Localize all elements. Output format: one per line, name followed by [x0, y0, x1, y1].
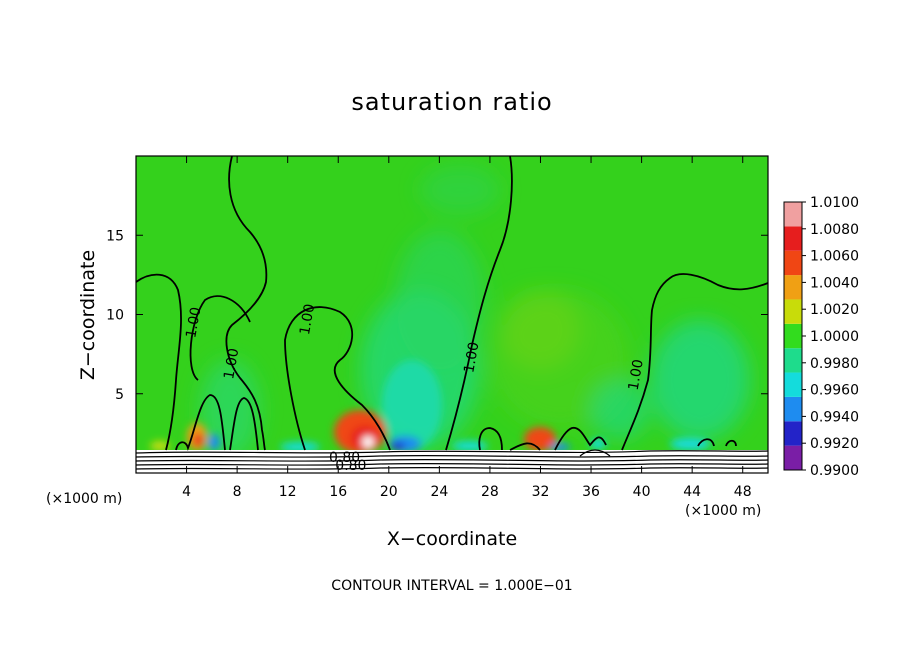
contour-label: 0.80: [329, 450, 360, 466]
colorbar-swatch: [784, 250, 802, 276]
x-tick-label: 12: [279, 484, 297, 500]
x-unit-label-right: (×1000 m): [685, 503, 762, 519]
x-tick-label: 4: [182, 484, 191, 500]
x-tick-label: 28: [481, 484, 499, 500]
colorbar-label: 1.0000: [810, 329, 859, 345]
colorbar-swatch: [784, 372, 802, 397]
x-axis-label: X−coordinate: [386, 528, 518, 550]
colorbar-label: 1.0100: [810, 195, 859, 211]
y-tick-label: 5: [115, 387, 124, 403]
colorbar-label: 0.9940: [810, 409, 859, 425]
heatmap-field: 1.00 1.00 1.00 1.00 1.00 0.800.80: [136, 156, 768, 474]
x-tick-label: 32: [532, 484, 550, 500]
contour-label: 1.00: [297, 303, 318, 336]
colorbar-label: 1.0040: [810, 275, 859, 291]
contour-label: 0.80: [335, 458, 366, 474]
contour-interval-note: CONTOUR INTERVAL = 1.000E−01: [331, 578, 573, 594]
colorbar-label: 0.9920: [810, 436, 859, 452]
x-axis: 4 8 12 16 20 24 28 32 36 40 44 48: [182, 156, 752, 500]
contour-lines: [136, 156, 768, 451]
x-tick-label: 40: [633, 484, 651, 500]
x-tick-label: 48: [734, 484, 752, 500]
colorbar-swatch: [784, 323, 802, 349]
colorbar-swatch: [784, 275, 802, 300]
colorbar: 0.9900 0.9920 0.9940 0.9960 0.9980 1.0000 1.00…: [783, 195, 859, 479]
colorbar-label: 0.9980: [810, 356, 859, 372]
contour-label: 1.00: [183, 306, 204, 339]
contour-label: 1.00: [626, 358, 647, 391]
y-axis-label: Z−coordinate: [77, 249, 99, 381]
chart-title: saturation ratio: [351, 88, 553, 116]
contour-label: 1.00: [221, 347, 242, 380]
x-tick-label: 44: [683, 484, 701, 500]
colorbar-swatch: [784, 202, 802, 227]
x-tick-label: 20: [380, 484, 398, 500]
colorbar-label: 0.9900: [810, 463, 859, 479]
colorbar-label: 1.0020: [810, 302, 859, 318]
y-tick-label: 10: [106, 308, 124, 324]
y-axis: 5 10 15: [106, 228, 768, 403]
colorbar-swatch: [784, 396, 802, 422]
contour-labels: 1.00 1.00 1.00 1.00 1.00 0.800.80: [183, 303, 647, 474]
surface-layer: [136, 449, 768, 473]
x-tick-label: 16: [329, 484, 347, 500]
heatmap-strong-regions: [150, 360, 710, 454]
colorbar-label: 0.9960: [810, 383, 859, 399]
colorbar-label: 1.0080: [810, 222, 859, 238]
x-unit-label-left: (×1000 m): [46, 491, 123, 507]
x-tick-label: 36: [582, 484, 600, 500]
colorbar-label: 1.0060: [810, 249, 859, 265]
x-tick-label: 8: [233, 484, 242, 500]
y-tick-label: 15: [106, 228, 124, 244]
contour-label: 1.00: [461, 341, 482, 374]
colorbar-swatch: [784, 421, 802, 446]
x-tick-label: 24: [430, 484, 448, 500]
colorbar-swatch: [784, 226, 802, 251]
colorbar-swatch: [784, 299, 802, 324]
colorbar-swatch: [784, 348, 802, 373]
colorbar-swatch: [784, 445, 802, 470]
